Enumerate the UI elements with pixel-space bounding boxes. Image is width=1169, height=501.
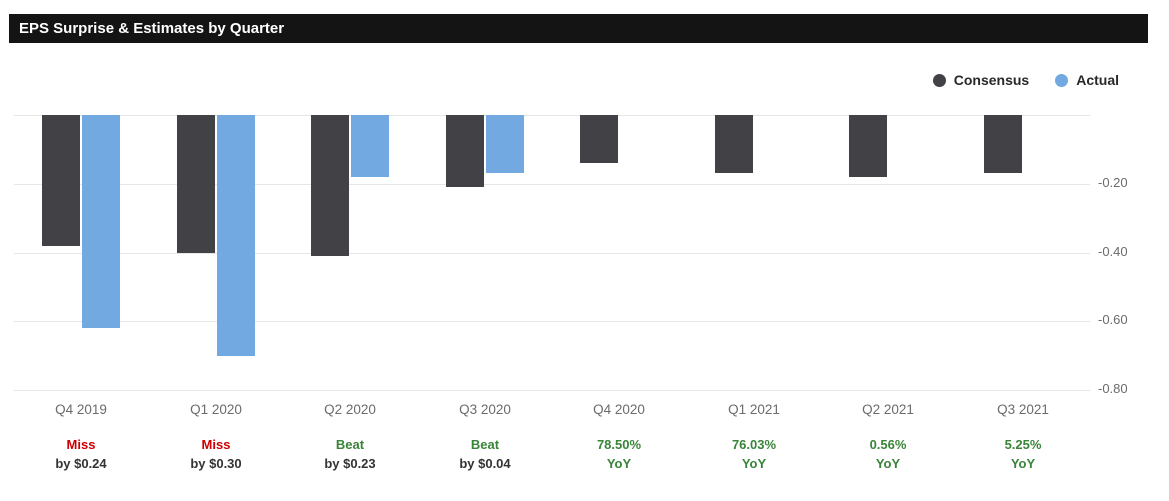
consensus-bar	[311, 115, 349, 256]
consensus-bar	[715, 115, 753, 173]
gridline	[14, 184, 1090, 185]
consensus-bar	[580, 115, 618, 163]
gridline	[14, 390, 1090, 391]
legend-item-actual[interactable]: Actual	[1055, 72, 1119, 88]
x-axis-label: Q3 2020	[459, 402, 511, 417]
consensus-bar	[446, 115, 484, 187]
consensus-bar	[849, 115, 887, 177]
surprise-annotation-line1: 0.56%	[869, 437, 907, 452]
surprise-annotation-line1: Miss	[66, 437, 96, 452]
legend-item-consensus[interactable]: Consensus	[932, 72, 1030, 88]
y-axis-label: -0.20	[1098, 175, 1128, 190]
actual-bar	[486, 115, 524, 173]
surprise-annotation-line1: 78.50%	[596, 437, 642, 452]
surprise-annotation-line1: Beat	[470, 437, 500, 452]
chart-legend: Consensus Actual	[932, 72, 1119, 88]
y-axis-label: -0.80	[1098, 381, 1128, 396]
surprise-annotation-line1: Miss	[201, 437, 231, 452]
surprise-annotation-line2: YoY	[875, 456, 901, 471]
x-axis-label: Q3 2021	[997, 402, 1049, 417]
surprise-annotation-line2: by $0.24	[55, 456, 107, 471]
actual-bar	[82, 115, 120, 328]
surprise-annotation-line1: 76.03%	[731, 437, 777, 452]
legend-label-actual: Actual	[1076, 72, 1119, 88]
consensus-bar	[177, 115, 215, 253]
legend-label-consensus: Consensus	[953, 72, 1030, 88]
surprise-annotation-line2: by $0.30	[190, 456, 242, 471]
consensus-bar	[984, 115, 1022, 173]
x-axis-label: Q2 2021	[862, 402, 914, 417]
gridline	[14, 115, 1090, 116]
y-axis-label: -0.60	[1098, 312, 1128, 327]
gridline	[14, 253, 1090, 254]
gridline	[14, 321, 1090, 322]
x-axis-label: Q4 2020	[593, 402, 645, 417]
x-axis-label: Q2 2020	[324, 402, 376, 417]
consensus-swatch-icon	[932, 73, 946, 87]
x-axis-label: Q1 2021	[728, 402, 780, 417]
surprise-annotation-line2: YoY	[606, 456, 632, 471]
surprise-annotation-line2: by $0.04	[459, 456, 511, 471]
surprise-annotation-line1: Beat	[335, 437, 365, 452]
x-axis-label: Q4 2019	[55, 402, 107, 417]
surprise-annotation-line2: YoY	[1010, 456, 1036, 471]
surprise-annotation-line1: 5.25%	[1004, 437, 1042, 452]
surprise-annotation-line2: YoY	[741, 456, 767, 471]
y-axis-label: -0.40	[1098, 244, 1128, 259]
actual-swatch-icon	[1055, 73, 1069, 87]
chart-header: EPS Surprise & Estimates by Quarter	[9, 14, 1148, 43]
actual-bar	[217, 115, 255, 356]
consensus-bar	[42, 115, 80, 246]
chart-title: EPS Surprise & Estimates by Quarter	[19, 20, 285, 37]
actual-bar	[351, 115, 389, 177]
x-axis-label: Q1 2020	[190, 402, 242, 417]
surprise-annotation-line2: by $0.23	[324, 456, 376, 471]
